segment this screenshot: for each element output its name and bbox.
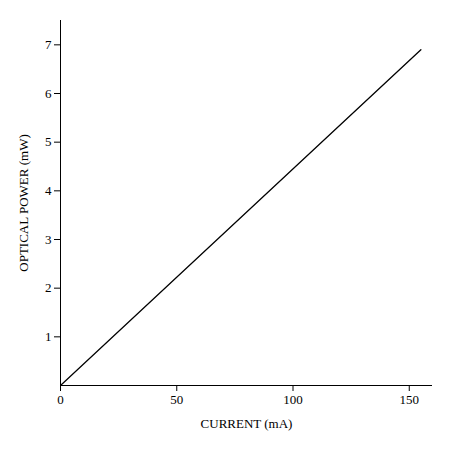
svg-text:CURRENT (mA): CURRENT (mA) bbox=[201, 416, 293, 431]
svg-text:6: 6 bbox=[45, 86, 52, 101]
svg-text:OPTICAL POWER (mW): OPTICAL POWER (mW) bbox=[16, 134, 31, 271]
svg-text:5: 5 bbox=[45, 134, 52, 149]
svg-text:0: 0 bbox=[57, 392, 64, 407]
svg-text:100: 100 bbox=[283, 392, 303, 407]
svg-text:1: 1 bbox=[45, 329, 52, 344]
svg-text:3: 3 bbox=[45, 232, 52, 247]
svg-text:50: 50 bbox=[170, 392, 183, 407]
svg-text:2: 2 bbox=[45, 280, 52, 295]
svg-text:150: 150 bbox=[400, 392, 420, 407]
svg-text:4: 4 bbox=[45, 183, 52, 198]
svg-text:7: 7 bbox=[45, 37, 52, 52]
